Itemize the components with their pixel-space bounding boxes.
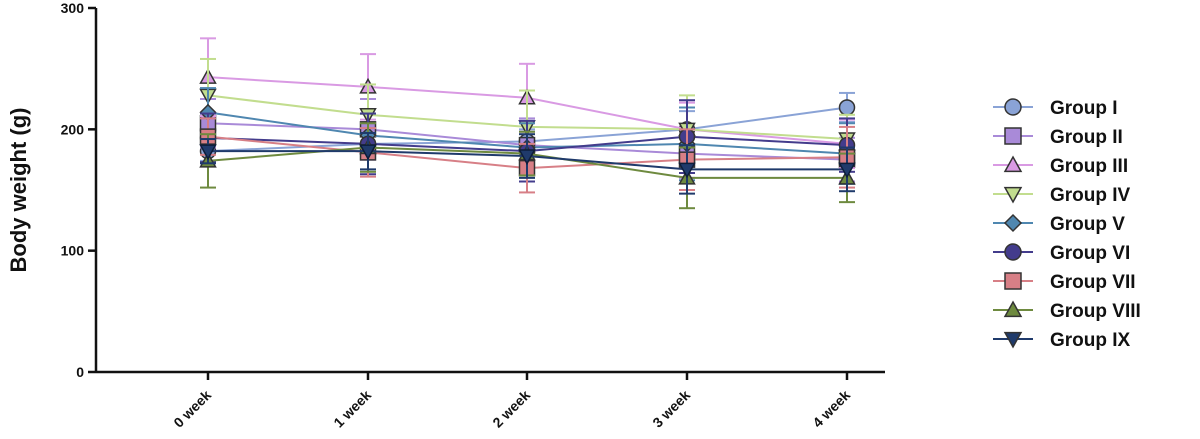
legend-marker xyxy=(1004,127,1022,145)
legend-marker xyxy=(1003,213,1023,233)
x-tick-label: 1 week xyxy=(330,387,374,431)
series-layer xyxy=(199,37,856,210)
y-tick-label: 200 xyxy=(61,121,85,137)
legend: Group I Group II Group III Group IV Group V G… xyxy=(993,98,1141,351)
data-point xyxy=(359,144,377,161)
y-axis-title: Body weight (g) xyxy=(6,108,31,273)
legend-label: Group VII xyxy=(1050,272,1136,293)
legend-label: Group I xyxy=(1050,98,1118,119)
legend-item-8: Group VIII xyxy=(993,300,1141,322)
legend-marker xyxy=(1003,186,1023,204)
legend-item-9: Group IX xyxy=(993,330,1131,351)
legend-marker xyxy=(1004,243,1022,261)
legend-item-5: Group V xyxy=(993,213,1125,235)
legend-item-4: Group IV xyxy=(993,185,1131,206)
legend-label: Group II xyxy=(1050,127,1123,148)
legend-marker xyxy=(1003,331,1023,349)
y-tick-label: 300 xyxy=(61,0,85,16)
legend-item-7: Group VII xyxy=(993,272,1136,293)
legend-label: Group VIII xyxy=(1050,301,1141,322)
legend-marker xyxy=(1003,300,1023,318)
legend-item-6: Group VI xyxy=(993,243,1130,264)
legend-item-2: Group II xyxy=(993,127,1123,148)
legend-marker xyxy=(1004,272,1022,290)
legend-label: Group V xyxy=(1050,214,1125,235)
data-point xyxy=(678,162,696,179)
legend-item-3: Group III xyxy=(993,155,1128,177)
legend-marker xyxy=(1004,98,1022,116)
series-9 xyxy=(199,131,856,195)
x-tick-label: 0 week xyxy=(170,387,214,431)
data-point xyxy=(518,149,536,166)
x-tick-label: 4 week xyxy=(809,387,853,431)
axes: 0 100 200 300 0 week 1 week 2 week 3 week 4 week xyxy=(61,0,885,431)
data-point xyxy=(838,162,856,179)
x-tick-label: 3 week xyxy=(649,387,693,431)
data-point xyxy=(199,144,217,161)
legend-label: Group IV xyxy=(1050,185,1131,206)
legend-item-1: Group I xyxy=(993,98,1118,119)
y-tick-label: 0 xyxy=(76,364,84,380)
y-tick-label: 100 xyxy=(61,243,85,259)
legend-label: Group VI xyxy=(1050,243,1130,264)
legend-label: Group IX xyxy=(1050,330,1131,351)
legend-marker xyxy=(1003,155,1023,173)
data-point xyxy=(838,99,856,116)
legend-label: Group III xyxy=(1050,156,1128,177)
x-tick-label: 2 week xyxy=(489,387,533,431)
